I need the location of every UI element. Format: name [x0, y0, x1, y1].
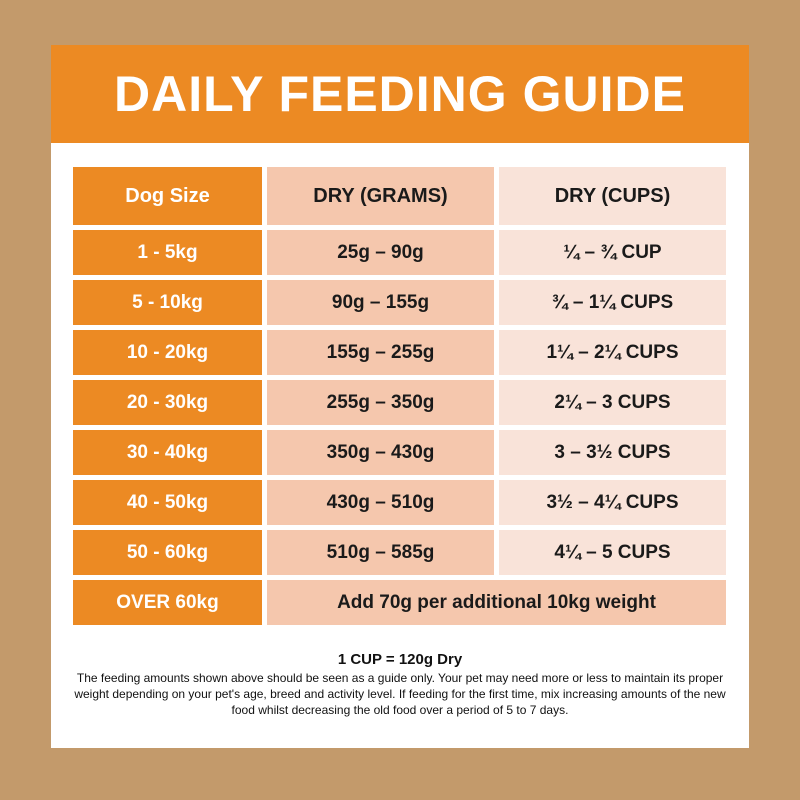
header-dry-cups: DRY (CUPS): [499, 167, 726, 225]
cell-dog-size: OVER 60kg: [73, 580, 262, 625]
cell-dog-size: 10 - 20kg: [73, 330, 262, 375]
disclaimer: The feeding amounts shown above should b…: [74, 671, 726, 717]
cell-dog-size: 30 - 40kg: [73, 430, 262, 475]
header-dry-grams: DRY (GRAMS): [267, 167, 494, 225]
cup-conversion: 1 CUP = 120g Dry: [337, 651, 463, 668]
cell-dry-cups: 3½ – 4¼ CUPS: [499, 480, 726, 525]
title: DAILY FEEDING GUIDE: [51, 45, 749, 143]
cell-dry-grams: 90g – 155g: [267, 280, 494, 325]
cell-over-60-note: Add 70g per additional 10kg weight: [267, 580, 726, 625]
header-dog-size: Dog Size: [73, 167, 262, 225]
cell-dry-cups: 2¼ – 3 CUPS: [499, 380, 726, 425]
cell-dry-cups: 3 – 3½ CUPS: [499, 430, 726, 475]
cell-dog-size: 1 - 5kg: [73, 230, 262, 275]
cell-dry-cups: ¾ – 1¼ CUPS: [499, 280, 726, 325]
cell-dry-cups: 1¼ – 2¼ CUPS: [499, 330, 726, 375]
cell-dry-grams: 25g – 90g: [267, 230, 494, 275]
cell-dry-grams: 350g – 430g: [267, 430, 494, 475]
cell-dog-size: 5 - 10kg: [73, 280, 262, 325]
cell-dry-grams: 155g – 255g: [267, 330, 494, 375]
feeding-table: Dog Size DRY (GRAMS) DRY (CUPS) 1 - 5kg 2…: [73, 167, 726, 625]
cell-dry-grams: 430g – 510g: [267, 480, 494, 525]
footer: 1 CUP = 120g Dry The feeding amounts sho…: [51, 651, 749, 718]
cell-dry-grams: 255g – 350g: [267, 380, 494, 425]
feeding-guide-card: DAILY FEEDING GUIDE Dog Size DRY (GRAMS)…: [51, 45, 749, 748]
cell-dry-grams: 510g – 585g: [267, 530, 494, 575]
cell-dog-size: 20 - 30kg: [73, 380, 262, 425]
cell-dog-size: 40 - 50kg: [73, 480, 262, 525]
cell-dry-cups: ¼ – ¾ CUP: [499, 230, 726, 275]
cell-dog-size: 50 - 60kg: [73, 530, 262, 575]
cell-dry-cups: 4¼ – 5 CUPS: [499, 530, 726, 575]
